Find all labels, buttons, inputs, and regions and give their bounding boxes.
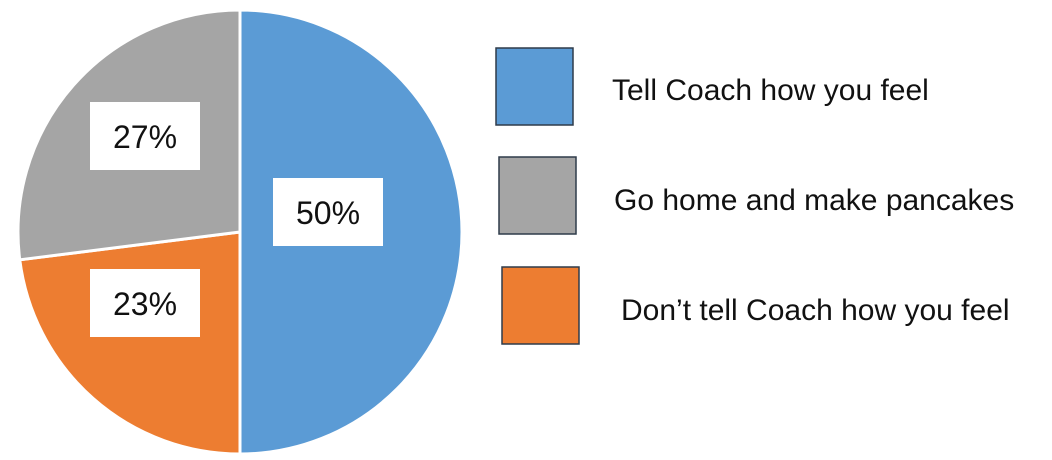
pie-value-labels: 50% 23% 27% [90,102,383,337]
legend-item-1: Tell Coach how you feel [495,47,929,126]
pie-value-label-1: 50% [273,178,383,246]
legend-swatch [495,47,574,126]
legend-label: Tell Coach how you feel [612,74,929,107]
legend-swatch [501,266,580,345]
value-label-box [90,269,200,337]
legend-swatch [498,156,577,235]
pie-value-label-2: 23% [90,269,200,337]
value-label-text: 27% [113,119,177,155]
value-label-box [90,102,200,170]
legend-item-3: Don’t tell Coach how you feel [501,266,1010,345]
pie-slices [16,8,464,456]
value-label-box [273,178,383,246]
pie-slice-2 [18,230,242,456]
legend-label: Go home and make pancakes [614,184,1014,217]
legend: Tell Coach how you feel Go home and make … [495,47,1014,345]
legend-label: Don’t tell Coach how you feel [621,294,1010,327]
value-label-text: 50% [296,195,360,231]
legend-item-2: Go home and make pancakes [498,156,1014,235]
pie-value-label-3: 27% [90,102,200,170]
value-label-text: 23% [113,286,177,322]
